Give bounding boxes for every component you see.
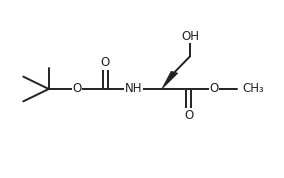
Text: OH: OH bbox=[181, 30, 199, 43]
Text: O: O bbox=[209, 82, 219, 96]
Text: O: O bbox=[184, 109, 193, 122]
Text: NH: NH bbox=[125, 82, 142, 96]
Polygon shape bbox=[162, 71, 178, 89]
Text: CH₃: CH₃ bbox=[242, 82, 264, 96]
Text: O: O bbox=[101, 56, 110, 69]
Text: O: O bbox=[72, 82, 82, 96]
